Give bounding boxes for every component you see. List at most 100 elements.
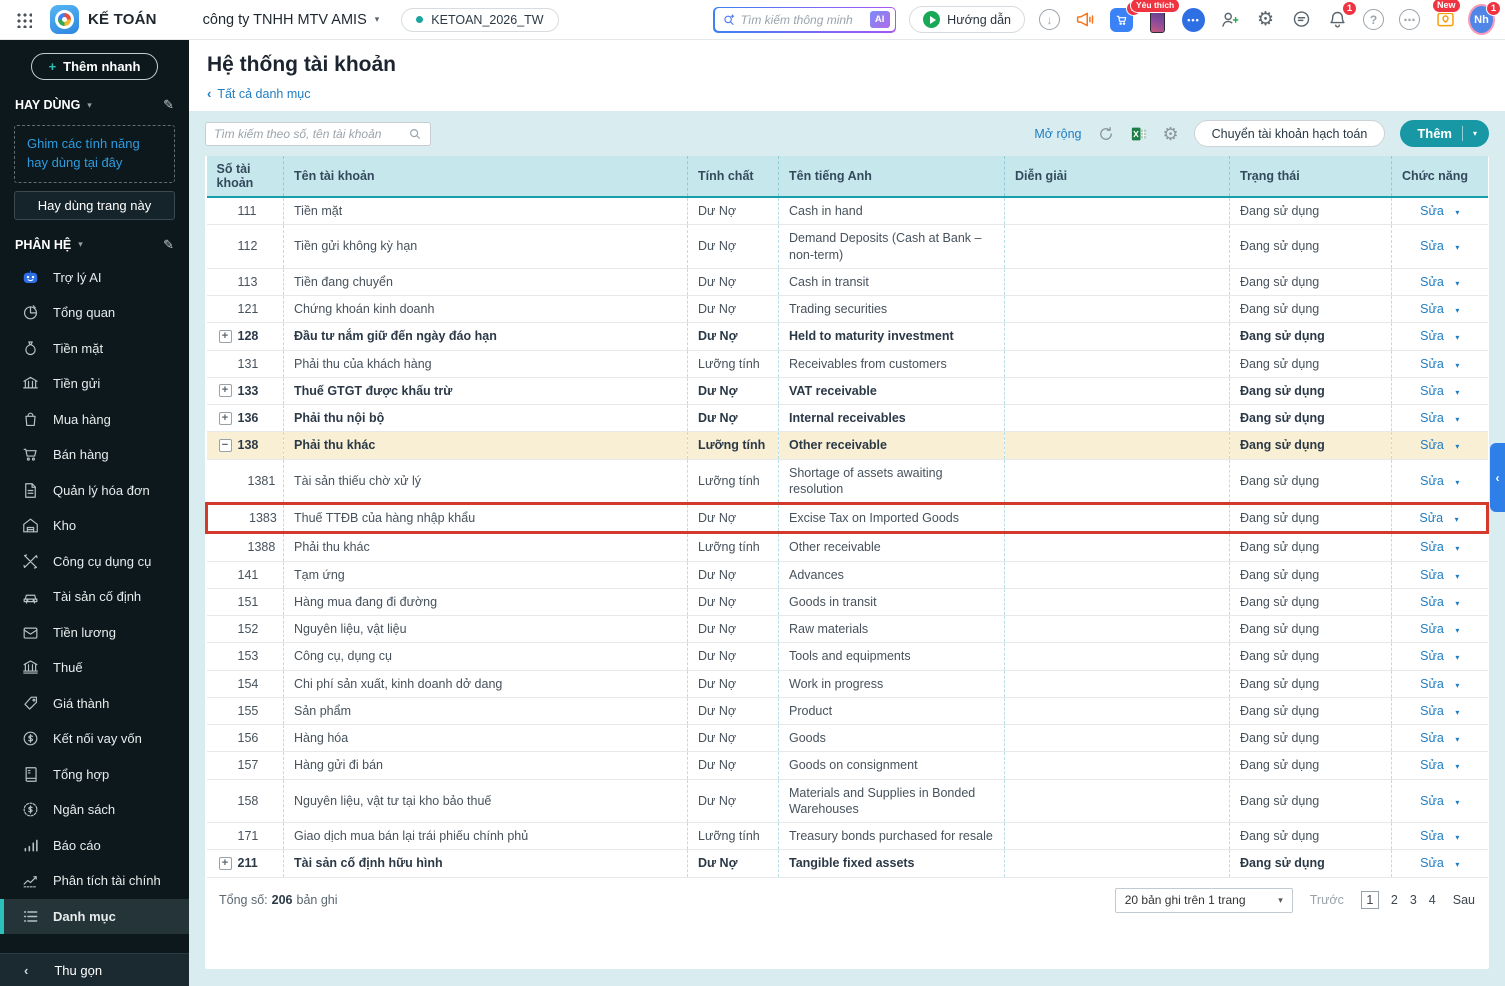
edit-link[interactable]: Sửa bbox=[1420, 703, 1444, 718]
sidebar-item-moneybag[interactable]: Tiền mặt bbox=[0, 331, 189, 367]
table-row[interactable]: 156 Hàng hóa Dư Nợ Goods Đang sử dụng Sử… bbox=[206, 724, 1488, 753]
expand-toggle-icon[interactable]: + bbox=[218, 856, 232, 870]
col-status[interactable]: Trạng thái bbox=[1229, 156, 1392, 198]
app-launcher-icon[interactable] bbox=[16, 11, 32, 28]
sidebar-item-ledger[interactable]: Tổng hợp bbox=[0, 757, 189, 793]
col-nature[interactable]: Tính chất bbox=[687, 156, 779, 198]
more-icon[interactable]: ⋯ bbox=[1398, 8, 1421, 31]
table-row[interactable]: − 138 Phải thu khác Lưỡng tính Other rec… bbox=[206, 431, 1488, 460]
edit-link[interactable]: Sửa bbox=[1420, 438, 1444, 453]
col-english-name[interactable]: Tên tiếng Anh bbox=[778, 156, 1005, 198]
edit-dropdown-caret-icon[interactable]: ▾ bbox=[1455, 598, 1460, 608]
sidebar-item-list[interactable]: Danh mục bbox=[0, 898, 189, 935]
edit-link[interactable]: Sửa bbox=[1420, 567, 1444, 582]
edit-link[interactable]: Sửa bbox=[1420, 622, 1444, 636]
prev-page-button[interactable]: Trước bbox=[1309, 893, 1344, 907]
edit-dropdown-caret-icon[interactable]: ▾ bbox=[1455, 208, 1460, 217]
edit-dropdown-caret-icon[interactable]: ▾ bbox=[1455, 477, 1460, 487]
collapse-sidebar-button[interactable]: ‹ Thu gọn bbox=[0, 953, 189, 986]
edit-link[interactable]: Sửa bbox=[1420, 676, 1444, 691]
sidebar-item-warehouse[interactable]: Kho bbox=[0, 508, 189, 544]
table-row[interactable]: + 133 Thuế GTGT được khấu trừ Dư Nợ VAT … bbox=[206, 377, 1488, 406]
edit-link[interactable]: Sửa bbox=[1420, 793, 1444, 808]
table-row[interactable]: 131 Phải thu của khách hàng Lưỡng tính R… bbox=[206, 350, 1488, 378]
expand-toggle-icon[interactable]: − bbox=[218, 438, 232, 452]
edit-dropdown-caret-icon[interactable]: ▾ bbox=[1455, 735, 1460, 744]
add-user-icon[interactable] bbox=[1218, 8, 1241, 31]
table-row[interactable]: 157 Hàng gửi đi bán Dư Nợ Goods on consi… bbox=[206, 751, 1488, 780]
download-icon[interactable]: ↓ bbox=[1038, 8, 1061, 31]
sidebar-item-trend[interactable]: Phân tích tài chính bbox=[0, 863, 189, 899]
side-panel-toggle[interactable]: ‹ bbox=[1490, 443, 1505, 512]
app-logo[interactable] bbox=[50, 5, 79, 34]
edit-link[interactable]: Sửa bbox=[1420, 383, 1444, 398]
expand-toggle-icon[interactable]: + bbox=[218, 329, 232, 343]
expand-toggle-icon[interactable]: + bbox=[218, 411, 232, 425]
edit-link[interactable]: Sửa bbox=[1420, 731, 1444, 745]
page-size-select[interactable]: 20 bản ghi trên 1 trang ▾ bbox=[1114, 887, 1293, 913]
edit-dropdown-caret-icon[interactable]: ▾ bbox=[1455, 833, 1460, 842]
export-excel-icon[interactable] bbox=[1130, 125, 1148, 143]
store-cart-icon[interactable]: 1 bbox=[1110, 1, 1141, 32]
table-row[interactable]: 113 Tiền đang chuyển Dư Nợ Cash in trans… bbox=[206, 268, 1488, 297]
table-row[interactable]: 121 Chứng khoán kinh doanh Dư Nợ Trading… bbox=[206, 295, 1488, 324]
edit-link[interactable]: Sửa bbox=[1420, 594, 1444, 609]
expand-toggle-icon[interactable]: + bbox=[218, 384, 232, 398]
sidebar-item-tools[interactable]: Công cụ dụng cụ bbox=[0, 544, 189, 580]
table-row[interactable]: 111 Tiền mặt Dư Nợ Cash in hand Đang sử … bbox=[206, 197, 1488, 226]
edit-link[interactable]: Sửa bbox=[1420, 239, 1444, 254]
edit-dropdown-caret-icon[interactable]: ▾ bbox=[1455, 333, 1460, 343]
sidebar-item-robot[interactable]: Trợ lý AI bbox=[0, 260, 189, 296]
page-number[interactable]: 2 bbox=[1390, 893, 1398, 907]
edit-link[interactable]: Sửa bbox=[1420, 473, 1444, 488]
edit-dropdown-caret-icon[interactable]: ▾ bbox=[1454, 515, 1459, 524]
sidebar-item-bars[interactable]: Báo cáo bbox=[0, 828, 189, 864]
sidebar-item-tag[interactable]: Giá thành bbox=[0, 686, 189, 722]
table-search[interactable] bbox=[205, 121, 431, 146]
table-settings-icon[interactable]: ⚙ bbox=[1162, 123, 1179, 144]
edit-link[interactable]: Sửa bbox=[1419, 511, 1444, 525]
page-number[interactable]: 4 bbox=[1428, 893, 1436, 907]
col-actions[interactable]: Chức năng bbox=[1391, 156, 1488, 198]
edit-link[interactable]: Sửa bbox=[1420, 329, 1444, 344]
table-row[interactable]: 1388 Phải thu khác Lưỡng tính Other rece… bbox=[206, 532, 1488, 562]
table-row[interactable]: 154 Chi phí sản xuất, kinh doanh dở dang… bbox=[206, 670, 1488, 698]
col-account-name[interactable]: Tên tài khoản bbox=[283, 156, 688, 198]
pin-hint-box[interactable]: Ghim các tính năng hay dùng tại đây bbox=[14, 125, 175, 183]
edit-dropdown-caret-icon[interactable]: ▾ bbox=[1455, 680, 1460, 690]
breadcrumb[interactable]: ‹ Tất cả danh mục bbox=[207, 86, 1487, 101]
company-selector[interactable]: công ty TNHH MTV AMIS ▾ bbox=[203, 12, 380, 28]
smart-search-input[interactable] bbox=[740, 12, 865, 27]
table-row[interactable]: 151 Hàng mua đang đi đường Dư Nợ Goods i… bbox=[206, 588, 1488, 617]
page-number[interactable]: 3 bbox=[1409, 893, 1417, 907]
table-row[interactable]: 153 Công cụ, dụng cụ Dư Nợ Tools and equ… bbox=[206, 642, 1488, 671]
table-row[interactable]: 141 Tạm ứng Dư Nợ Advances Đang sử dụng … bbox=[206, 561, 1488, 589]
table-row[interactable]: + 136 Phải thu nội bộ Dư Nợ Internal rec… bbox=[206, 404, 1488, 433]
map-guide-icon[interactable]: New bbox=[1432, 0, 1461, 31]
table-search-input[interactable] bbox=[214, 126, 402, 141]
sidebar-item-coin[interactable]: Kết nối vay vốn bbox=[0, 721, 189, 757]
edit-link[interactable]: Sửa bbox=[1420, 302, 1444, 316]
frequent-section-header[interactable]: HAY DÙNG ▾ ✎ bbox=[0, 84, 189, 116]
favorite-app-icon[interactable]: Yêu thích bbox=[1130, 0, 1181, 33]
sidebar-item-bag[interactable]: Mua hàng bbox=[0, 402, 189, 438]
edit-dropdown-caret-icon[interactable]: ▾ bbox=[1455, 442, 1460, 452]
sidebar-item-salary[interactable]: Tiền lương bbox=[0, 615, 189, 651]
sidebar-item-budget[interactable]: Ngân sách bbox=[0, 792, 189, 828]
chat-icon[interactable]: ••• bbox=[1182, 7, 1205, 32]
refresh-icon[interactable] bbox=[1097, 125, 1115, 143]
megaphone-icon[interactable] bbox=[1074, 8, 1097, 31]
edit-dropdown-caret-icon[interactable]: ▾ bbox=[1455, 360, 1460, 370]
edit-pencil-icon[interactable]: ✎ bbox=[163, 97, 174, 112]
edit-link[interactable]: Sửa bbox=[1420, 274, 1444, 289]
edit-link[interactable]: Sửa bbox=[1420, 829, 1444, 843]
table-row[interactable]: 155 Sản phẩm Dư Nợ Product Đang sử dụng … bbox=[206, 697, 1488, 726]
gear-icon[interactable]: ⚙ bbox=[1256, 9, 1275, 30]
transfer-accounts-button[interactable]: Chuyển tài khoản hạch toán bbox=[1193, 120, 1386, 147]
col-account-number[interactable]: Số tài khoản bbox=[206, 156, 284, 198]
sidebar-item-cart[interactable]: Bán hàng bbox=[0, 437, 189, 473]
edit-dropdown-caret-icon[interactable]: ▾ bbox=[1455, 653, 1460, 663]
edit-link[interactable]: Sửa bbox=[1420, 411, 1444, 425]
table-row[interactable]: 1383 Thuế TTĐB của hàng nhập khẩu Dư Nợ … bbox=[205, 501, 1489, 535]
edit-link[interactable]: Sửa bbox=[1420, 356, 1444, 371]
